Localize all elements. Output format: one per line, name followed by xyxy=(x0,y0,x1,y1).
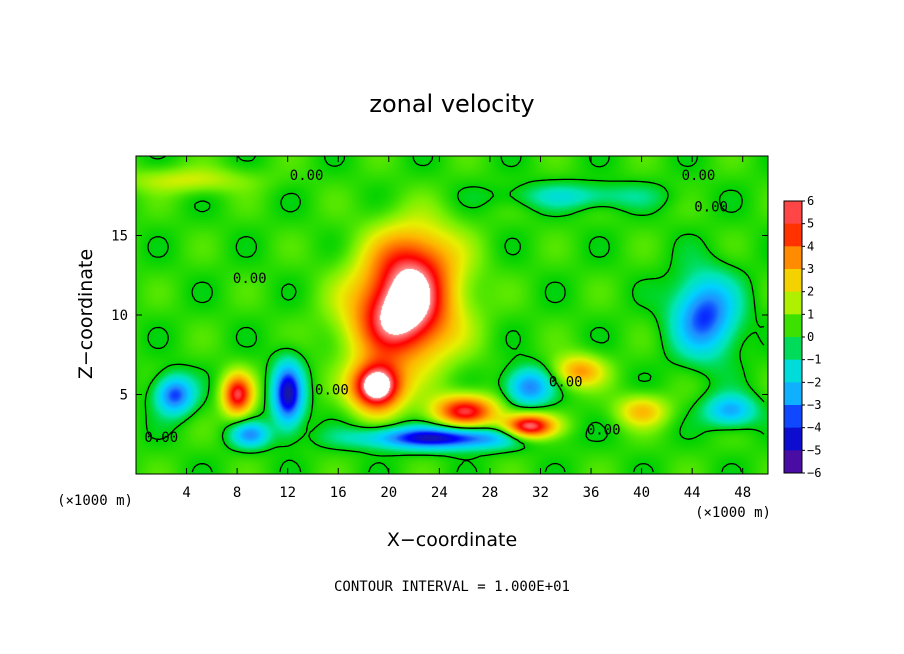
y-axis-label: Z−coordinate xyxy=(75,249,97,379)
x-tick-label: 12 xyxy=(279,485,296,501)
contour-label: 0.00 xyxy=(290,168,324,184)
y-tick-label: 15 xyxy=(111,229,128,245)
x-tick-label: 16 xyxy=(330,485,347,501)
colorbar-segment xyxy=(784,359,802,383)
colorbar-tick-label: 0 xyxy=(807,330,814,344)
colorbar-tick-label: 4 xyxy=(807,239,814,253)
colorbar-tick-label: 3 xyxy=(807,262,814,276)
colorbar-segment xyxy=(784,382,802,406)
colorbar-segment xyxy=(784,269,802,293)
colorbar-segment xyxy=(784,337,802,361)
colorbar-segment xyxy=(784,314,802,338)
colorbar-tick-label: −3 xyxy=(807,398,821,412)
colorbar-segment xyxy=(784,201,802,225)
x-tick-label: 40 xyxy=(633,485,650,501)
colorbar-segment xyxy=(784,450,802,474)
x-tick-label: 28 xyxy=(481,485,498,501)
colorbar-tick-label: −2 xyxy=(807,375,821,389)
colorbar-tick-label: 1 xyxy=(807,307,814,321)
colorbar-segment xyxy=(784,427,802,451)
chart-title: zonal velocity xyxy=(369,90,534,118)
x-tick-label: 20 xyxy=(380,485,397,501)
contour-labels: 0.00 0.00 0.00 0.00 0.00 0.00 0.00 0.00 xyxy=(144,168,728,446)
contour-interval-note: CONTOUR INTERVAL = 1.000E+01 xyxy=(334,579,570,595)
colorbar-tick-label: 6 xyxy=(807,194,814,208)
contour-label: 0.00 xyxy=(549,375,583,391)
colorbar-tick-label: −4 xyxy=(807,421,821,435)
x-tick-label: 24 xyxy=(431,485,448,501)
y-tick-label: 10 xyxy=(111,308,128,324)
contour-label: 0.00 xyxy=(587,422,621,438)
x-tick-label: 44 xyxy=(684,485,701,501)
contour-label: 0.00 xyxy=(682,168,716,184)
x-tick-label: 32 xyxy=(532,485,549,501)
x-axis-label: X−coordinate xyxy=(387,529,517,551)
x-unit-label-right: (×1000 m) xyxy=(695,505,771,521)
x-axis: 4 8 12 16 20 24 28 32 36 40 44 48 xyxy=(182,156,751,501)
colorbar-segment xyxy=(784,291,802,315)
colorbar-tick-label: 2 xyxy=(807,285,814,299)
contour-label: 0.00 xyxy=(233,271,267,287)
y-tick-label: 5 xyxy=(120,388,128,404)
colorbar-tick-label: −1 xyxy=(807,353,821,367)
colorbar-tick-label: −5 xyxy=(807,443,821,457)
zero-contour-lines xyxy=(144,155,765,473)
colorbar: 6 5 4 3 2 1 0 −1 −2 −3 −4 −5 −6 xyxy=(783,194,821,480)
x-tick-label: 8 xyxy=(233,485,241,501)
colorbar-tick-label: 5 xyxy=(807,217,814,231)
x-tick-label: 48 xyxy=(734,485,751,501)
plot-area: 0.00 0.00 0.00 0.00 0.00 0.00 0.00 0.00 xyxy=(135,155,769,475)
y-axis: 5 10 15 xyxy=(111,229,768,404)
colorbar-segment xyxy=(784,246,802,270)
x-unit-label-left: (×1000 m) xyxy=(57,493,133,509)
colorbar-tick-label: −6 xyxy=(807,466,821,480)
contour-label: 0.00 xyxy=(694,200,728,216)
zero-contour xyxy=(144,155,765,473)
colorbar-segment xyxy=(784,223,802,247)
x-tick-label: 4 xyxy=(182,485,190,501)
contour-label: 0.00 xyxy=(144,430,178,446)
contour-label: 0.00 xyxy=(315,383,349,399)
colorbar-segment xyxy=(784,405,802,429)
x-tick-label: 36 xyxy=(583,485,600,501)
